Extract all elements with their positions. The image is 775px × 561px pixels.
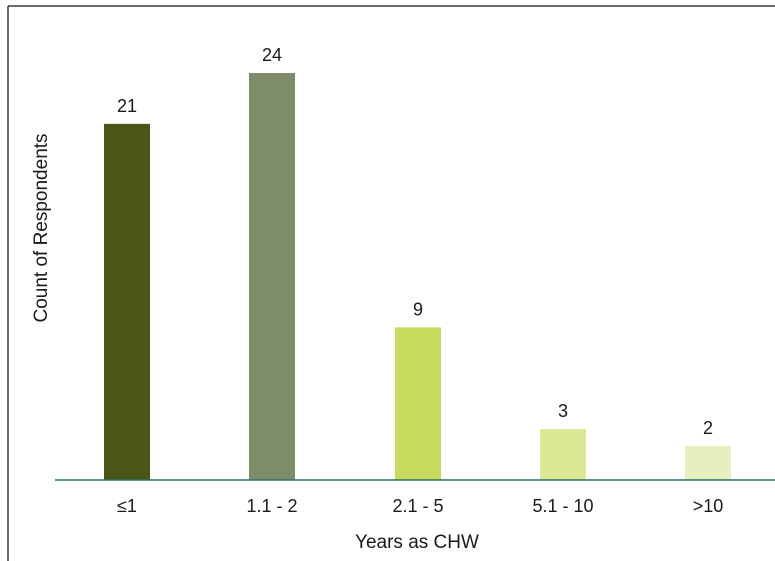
bar-value-label-2: 24 — [262, 45, 282, 65]
x-tick-label-2: 1.1 - 2 — [246, 496, 297, 516]
y-axis-title: Count of Respondents — [31, 133, 52, 322]
x-tick-label-4: 5.1 - 10 — [532, 496, 593, 516]
bar-value-label-4: 3 — [558, 401, 568, 421]
bar-1 — [104, 123, 150, 480]
bar-5 — [685, 446, 731, 480]
x-axis-title: Years as CHW — [355, 532, 479, 553]
x-tick-label-1: ≤1 — [117, 496, 137, 516]
bars-group — [104, 73, 731, 480]
x-tick-label-5: >10 — [693, 496, 724, 516]
bar-2 — [249, 73, 295, 480]
x-tick-label-3: 2.1 - 5 — [392, 496, 443, 516]
bar-4 — [540, 429, 586, 480]
bar-value-label-3: 9 — [413, 299, 423, 319]
bar-3 — [395, 327, 441, 480]
value-labels-group: 21 24 9 3 2 — [117, 45, 713, 438]
bar-value-label-5: 2 — [703, 418, 713, 438]
bar-value-label-1: 21 — [117, 96, 137, 116]
x-tick-labels-group: ≤1 1.1 - 2 2.1 - 5 5.1 - 10 >10 — [117, 496, 723, 516]
